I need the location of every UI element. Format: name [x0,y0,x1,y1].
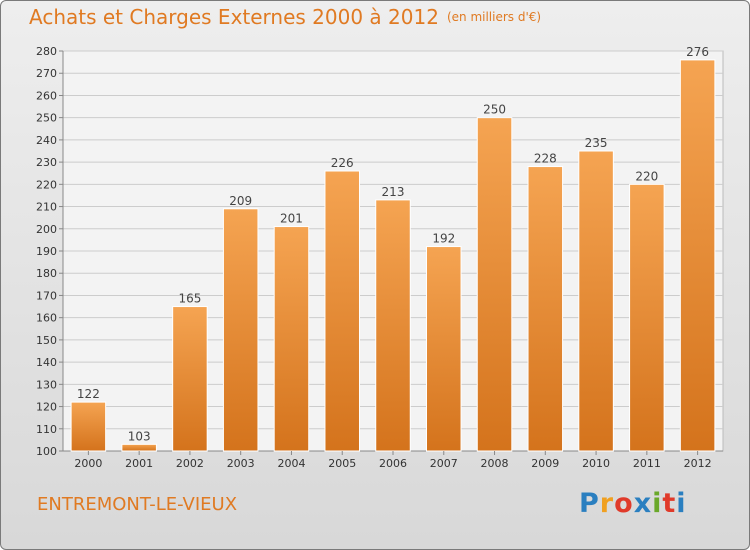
y-tick-label: 180 [36,267,57,280]
data-label-2011: 220 [635,169,658,183]
bar-2009 [527,166,564,452]
data-label-2010: 235 [585,136,608,150]
y-tick-label: 130 [36,378,57,391]
logo-letter: t [662,488,677,519]
unit-note: (en milliers d'€) [446,10,542,24]
data-label-2007: 192 [432,232,455,246]
x-tick-label-2003: 2003 [227,457,255,470]
data-label-2009: 228 [534,152,557,166]
y-tick-label: 150 [36,334,57,347]
data-label-2012: 276 [686,45,709,59]
x-tick-label-2009: 2009 [531,457,559,470]
x-tick-label-2007: 2007 [430,457,458,470]
chart-title: Achats et Charges Externes 2000 à 2012 (e… [29,5,541,29]
x-tick-label-2008: 2008 [481,457,509,470]
bar-2003 [222,208,259,452]
x-tick-label-2011: 2011 [633,457,661,470]
data-label-2004: 201 [280,212,303,226]
bar-2010 [578,150,614,452]
data-label-2005: 226 [331,156,354,170]
logo-letter: i [652,488,663,519]
logo-letter: i [676,488,687,519]
x-tick-label-2002: 2002 [176,457,204,470]
bar-2000 [70,401,107,452]
data-label-2003: 209 [229,194,252,208]
bar-2006 [375,199,411,452]
data-label-2008: 250 [483,103,506,117]
logo-letter: o [614,488,634,519]
bar-2012 [679,59,716,452]
logo-letter: P [579,488,600,519]
data-label-2002: 165 [178,292,201,306]
y-tick-label: 240 [36,134,57,147]
x-tick-label-2004: 2004 [277,457,305,470]
bar-2001 [121,443,157,452]
y-tick-label: 120 [36,401,57,414]
bar-2004 [273,226,310,452]
commune-name: ENTREMONT-LE-VIEUX [37,494,238,515]
bar-2005 [324,170,360,452]
x-tick-label-2005: 2005 [328,457,356,470]
logo-letter: x [633,488,653,519]
y-tick-label: 280 [36,45,57,58]
x-tick-label-2006: 2006 [379,457,407,470]
x-tick-label-2000: 2000 [74,457,102,470]
y-tick-label: 270 [36,67,57,80]
data-label-2000: 122 [77,387,100,401]
bar-2011 [629,183,665,452]
chart-title-text: Achats et Charges Externes 2000 à 2012 [29,5,439,29]
y-tick-label: 250 [36,112,57,125]
logo-letter: r [599,488,615,519]
y-tick-label: 190 [36,245,57,258]
y-tick-label: 100 [36,445,57,458]
x-tick-label-2012: 2012 [684,457,712,470]
data-label-2001: 103 [128,429,151,443]
y-tick-label: 170 [36,289,57,302]
proxiti-logo: Proxiti [579,488,687,519]
data-label-2006: 213 [382,185,405,199]
y-tick-label: 140 [36,356,57,369]
y-tick-label: 200 [36,223,57,236]
bar-2002 [172,306,208,452]
y-tick-label: 210 [36,201,57,214]
bar-2008 [476,117,513,452]
y-tick-label: 110 [36,423,57,436]
x-tick-label-2001: 2001 [125,457,153,470]
y-tick-label: 160 [36,312,57,325]
y-tick-label: 220 [36,178,57,191]
bar-2007 [426,246,462,452]
y-tick-label: 260 [36,89,57,102]
x-tick-label-2010: 2010 [582,457,610,470]
y-tick-label: 230 [36,156,57,169]
